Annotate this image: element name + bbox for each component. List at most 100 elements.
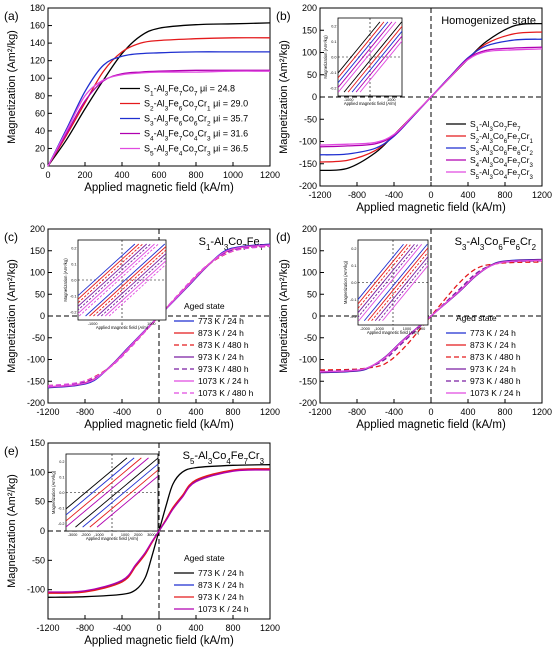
subscript: 6 xyxy=(179,120,183,127)
text-run: S xyxy=(199,236,206,248)
inset-y-tick-label: 0.0 xyxy=(331,56,336,60)
legend-entry: S1-Al3Fe7Co7 μi = 24.8 xyxy=(144,84,235,98)
inset-loop-line xyxy=(93,249,166,317)
y-tick-label: 50 xyxy=(307,289,317,299)
text-run: 480 xyxy=(227,340,241,350)
panel-title: Homogenized state xyxy=(441,15,536,27)
text-run: Co xyxy=(182,129,194,139)
inset-plot: -3000 -2000 -1000 0 1000 2000 3000 -0.2 -0.1 0.0 0… xyxy=(51,453,159,541)
x-tick-label: 1200 xyxy=(532,190,552,200)
text-run: . xyxy=(241,129,244,139)
text-run: 1073 xyxy=(198,376,217,386)
inset-lines xyxy=(78,243,166,317)
x-tick-label: 1200 xyxy=(532,407,552,417)
inset-y-tick-label: 0.0 xyxy=(71,279,76,283)
legend-entry: 773 K / 24 h xyxy=(198,316,244,326)
inset-y-tick-label: 0.2 xyxy=(59,460,64,464)
text-run: -Al xyxy=(479,119,490,129)
text-run: Fe xyxy=(168,144,179,154)
inset-loop-line xyxy=(374,255,428,322)
inset-y-tick-label: -0.2 xyxy=(330,87,337,91)
text-run: Fe xyxy=(507,167,517,177)
inset-loop-line xyxy=(358,243,412,310)
text-run: 773 xyxy=(470,328,484,338)
inset-x-tick-label: 2000 xyxy=(134,533,142,537)
text-run: h xyxy=(237,352,244,362)
subscript: 3 xyxy=(208,457,213,466)
inset-loop-line xyxy=(89,245,166,317)
legend-entry: 973 K / 480 h xyxy=(470,376,521,386)
x-tick-label: 0 xyxy=(428,407,433,417)
text-run: h xyxy=(237,592,244,602)
inset-y-tick-label: -0.1 xyxy=(330,71,337,75)
legend-entry: 1073 K / 24 h xyxy=(198,604,249,614)
x-tick-label: 400 xyxy=(460,407,475,417)
inset-x-tick-label: -1000 xyxy=(344,98,354,102)
text-run: S xyxy=(470,155,476,165)
subscript: 3 xyxy=(224,243,229,252)
text-run: Fe xyxy=(507,155,517,165)
text-run: . xyxy=(241,114,244,124)
text-run: -Al xyxy=(479,167,490,177)
inset-y-tick-label: -0.2 xyxy=(350,315,357,319)
inset-x-axis-label: Applied magnetic field (A/m) xyxy=(344,101,397,106)
text-run: Co xyxy=(493,143,504,153)
inset-loop-line xyxy=(367,247,428,322)
inset-loop-line xyxy=(347,25,402,93)
subscript: 3 xyxy=(480,243,485,252)
chart-panel-c: -1200 -800 -400 0 400 800 1200-200-150-100-500… xyxy=(4,224,280,431)
y-tick-label: 0 xyxy=(40,161,45,171)
inset-loop-line xyxy=(104,260,166,317)
x-tick-label: 0 xyxy=(428,190,433,200)
inset-x-axis-label: Applied magnetic field (A/m) xyxy=(367,330,420,335)
x-axis-label: Applied magnetic field (kA/m) xyxy=(84,419,234,431)
x-axis-label: Applied magnetic field (kA/m) xyxy=(356,202,506,214)
text-run: 1073 xyxy=(198,388,217,398)
text-run: h xyxy=(242,376,249,386)
text-run: K / xyxy=(484,328,499,338)
y-axis-label: Magnetization (Am²/kg) xyxy=(278,259,290,373)
text-run: h xyxy=(509,328,516,338)
inset-loop-line xyxy=(338,21,397,93)
text-run: Cr xyxy=(197,114,207,124)
text-run: K / xyxy=(217,376,232,386)
text-run: S xyxy=(144,84,150,94)
inset-loop-line xyxy=(338,21,385,79)
inset-x-tick-label: -1000 xyxy=(88,322,98,326)
text-run: -Al xyxy=(479,131,490,141)
x-tick-label: -400 xyxy=(113,407,131,417)
text-run: 24 xyxy=(232,376,242,386)
text-run: 873 xyxy=(198,580,212,590)
y-tick-label: 150 xyxy=(30,246,45,256)
y-tick-label: 150 xyxy=(30,438,45,448)
plot-frame xyxy=(47,7,271,167)
text-run: K / xyxy=(484,376,499,386)
text-run: K / xyxy=(484,352,499,362)
text-run: S xyxy=(470,119,476,129)
inset-x-tick-label: 1000 xyxy=(121,533,129,537)
subscript: 2 xyxy=(532,243,536,252)
text-run: h xyxy=(509,340,516,350)
x-tick-label: 0 xyxy=(156,407,161,417)
panel-label: (a) xyxy=(4,9,19,23)
x-tick-label: 400 xyxy=(460,190,475,200)
subscript: 6 xyxy=(194,120,198,127)
text-run: 24 xyxy=(217,84,227,94)
y-tick-label: -200 xyxy=(299,398,317,408)
y-tick-label: 200 xyxy=(302,224,317,234)
y-tick-label: 80 xyxy=(35,91,45,101)
text-run: Fe xyxy=(168,99,179,109)
text-run: Cr xyxy=(520,155,529,165)
y-axis-label: Magnetization (Am²/kg) xyxy=(6,30,18,144)
inset-loop-line xyxy=(108,263,166,317)
y-tick-label: -150 xyxy=(299,376,317,386)
text-run: 5 xyxy=(243,144,248,154)
text-run: h xyxy=(237,316,244,326)
x-tick-label: 800 xyxy=(188,170,203,180)
text-run: 35 xyxy=(231,114,241,124)
inset-y-tick-label: 0.2 xyxy=(331,24,336,28)
inset-x-axis-label: Applied magnetic field (A/m) xyxy=(86,536,139,541)
inset-x-tick-label: 0 xyxy=(392,327,394,331)
inset-lines xyxy=(66,457,158,528)
